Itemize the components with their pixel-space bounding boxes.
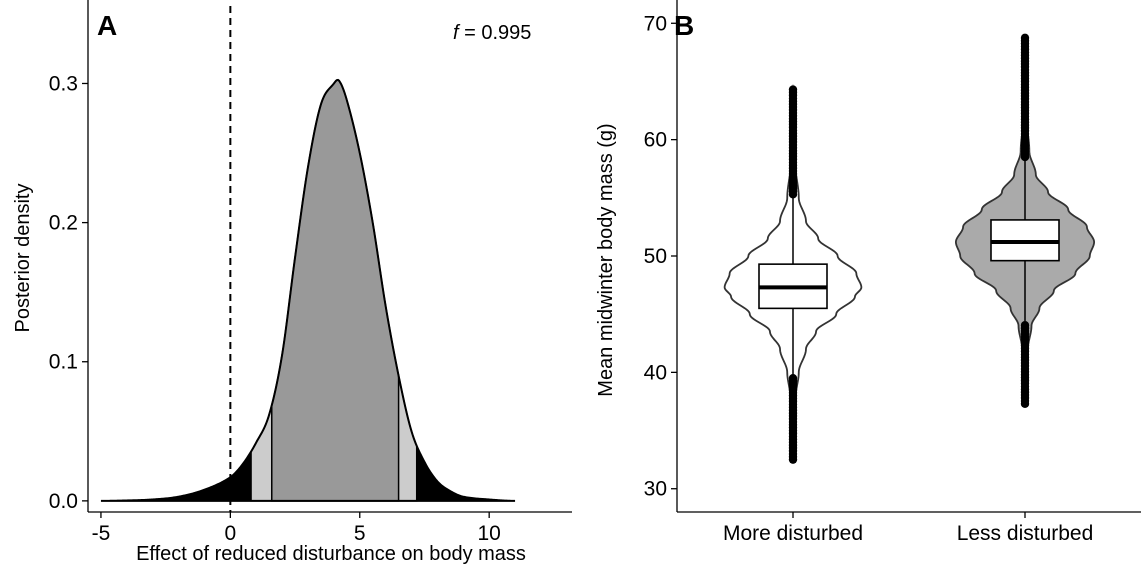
x-tick-label: 5 bbox=[354, 522, 366, 545]
outlier-point bbox=[1020, 321, 1030, 330]
x-axis-title: Effect of reduced disturbance on body ma… bbox=[136, 543, 526, 565]
y-axis-title: Mean midwinter body mass (g) bbox=[595, 123, 617, 396]
panel-a: 0.0 0.1 0.2 0.3 -5 0 5 10 A f = 0.995 Effect o… bbox=[12, 0, 572, 565]
x-tick-label: 0 bbox=[225, 522, 237, 545]
y-ticks: 30 40 50 60 70 bbox=[644, 12, 677, 501]
y-tick-label: 0.1 bbox=[49, 351, 78, 374]
violin-group bbox=[723, 84, 863, 464]
y-tick-label: 0.3 bbox=[49, 72, 78, 95]
outlier-points bbox=[1020, 33, 1030, 408]
outlier-point bbox=[788, 85, 798, 94]
x-tick-label: 10 bbox=[477, 522, 500, 545]
outlier-point bbox=[1020, 33, 1030, 43]
density-outline bbox=[100, 78, 516, 502]
y-tick-label: 40 bbox=[644, 361, 667, 384]
violins bbox=[723, 33, 1096, 464]
category-label: Less disturbed bbox=[957, 522, 1094, 545]
y-ticks: 0.0 0.1 0.2 0.3 bbox=[49, 72, 88, 513]
y-tick-label: 30 bbox=[644, 478, 667, 501]
x-ticks: More disturbed Less disturbed bbox=[723, 512, 1093, 545]
y-axis-title: Posterior density bbox=[12, 184, 34, 333]
y-tick-label: 60 bbox=[644, 129, 667, 152]
density-fills bbox=[100, 79, 516, 502]
outlier-points bbox=[788, 85, 798, 464]
f-annotation: f = 0.995 bbox=[453, 22, 531, 44]
x-ticks: -5 0 5 10 bbox=[92, 512, 501, 545]
panel-label-a: A bbox=[97, 10, 117, 41]
category-label: More disturbed bbox=[723, 522, 863, 545]
y-tick-label: 70 bbox=[644, 12, 667, 35]
y-tick-label: 0.0 bbox=[49, 490, 78, 513]
y-tick-label: 0.2 bbox=[49, 212, 78, 235]
y-tick-label: 50 bbox=[644, 245, 667, 268]
outlier-point bbox=[788, 373, 798, 383]
f-value: = 0.995 bbox=[459, 22, 532, 44]
violin-group bbox=[954, 33, 1096, 408]
x-tick-label: -5 bbox=[92, 522, 111, 545]
panel-label-b: B bbox=[674, 10, 694, 41]
f-symbol: f bbox=[453, 22, 461, 44]
